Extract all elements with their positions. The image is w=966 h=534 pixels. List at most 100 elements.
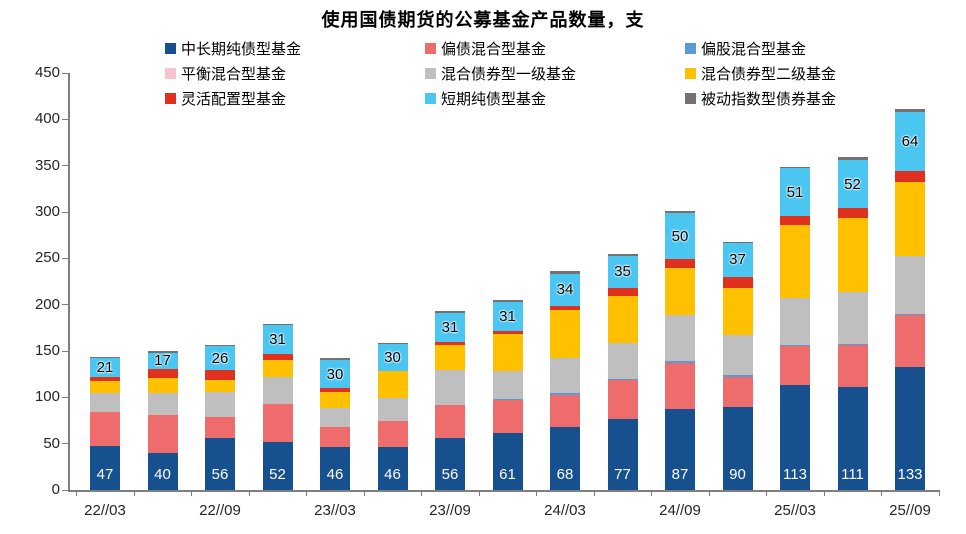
bar-segment xyxy=(492,300,523,302)
bar-segment xyxy=(90,376,120,381)
x-axis-label: 22//03 xyxy=(84,502,126,519)
bar-segment xyxy=(550,394,580,427)
bar-value-label-top: 50 xyxy=(671,227,689,245)
bar-segment xyxy=(722,276,753,288)
legend-item: 中长期纯债型基金 xyxy=(165,38,301,58)
bar-segment xyxy=(722,406,753,490)
x-axis-tick xyxy=(363,491,365,496)
bar-value-label-top: 21 xyxy=(96,358,114,376)
bar-segment xyxy=(607,287,638,297)
bar-segment xyxy=(665,267,695,315)
bar-segment xyxy=(205,379,235,392)
bar-segment xyxy=(435,311,465,313)
bar-segment xyxy=(205,344,235,347)
bar-segment xyxy=(895,255,925,314)
bar-segment xyxy=(895,109,925,112)
bar-segment xyxy=(895,313,925,315)
bar-segment xyxy=(665,259,695,268)
bar-segment xyxy=(377,421,408,448)
bar-segment xyxy=(492,330,523,335)
bar-segment xyxy=(320,358,350,361)
bar-value-label-top: 17 xyxy=(154,352,171,370)
bar-segment xyxy=(780,298,810,345)
legend-label: 短期纯债型基金 xyxy=(441,90,547,108)
bar-segment xyxy=(722,375,753,377)
bar-value-label-bottom: 61 xyxy=(499,466,516,483)
y-axis-label: 350 xyxy=(34,156,60,174)
bar-segment xyxy=(205,416,235,439)
bar-segment xyxy=(780,168,810,216)
bar-segment xyxy=(550,271,580,275)
bar-value-label-bottom: 77 xyxy=(614,466,631,483)
bar-value-label-bottom: 87 xyxy=(671,466,689,483)
y-axis-line xyxy=(68,73,70,490)
y-axis-tick xyxy=(62,396,68,398)
legend-label: 混合债券型二级基金 xyxy=(701,65,837,83)
legend-swatch xyxy=(165,92,176,104)
bar-segment xyxy=(90,356,120,358)
bar-segment xyxy=(665,363,695,410)
bar-segment xyxy=(837,217,868,292)
legend-item: 短期纯债型基金 xyxy=(425,88,546,108)
bar-segment xyxy=(205,438,235,490)
bar-segment xyxy=(837,208,868,218)
x-axis-tick xyxy=(593,491,595,496)
bar-segment xyxy=(895,171,925,183)
bar-segment xyxy=(550,305,580,311)
bar-segment xyxy=(607,253,638,256)
bar-segment xyxy=(377,398,408,422)
bar-segment xyxy=(492,399,523,401)
y-axis-tick xyxy=(62,257,68,259)
bar-segment xyxy=(837,343,868,346)
bar-segment xyxy=(147,392,178,415)
bar-segment xyxy=(665,314,695,362)
bar-segment xyxy=(550,274,580,306)
bar-segment xyxy=(607,379,638,419)
legend-item: 平衡混合型基金 xyxy=(165,63,286,83)
bar-segment xyxy=(492,334,523,372)
bar-segment xyxy=(665,361,695,364)
bar-segment xyxy=(492,433,523,490)
bar-value-label-top: 35 xyxy=(614,263,631,281)
legend-swatch xyxy=(165,42,176,54)
y-axis-label: 300 xyxy=(34,203,60,220)
x-axis-label: 22//09 xyxy=(199,502,241,519)
bar-segment xyxy=(665,409,695,490)
x-axis-tick xyxy=(76,491,78,496)
y-axis-tick xyxy=(62,165,68,167)
x-axis-label: 24//03 xyxy=(544,502,586,519)
bar-segment xyxy=(550,426,580,490)
bar-value-label-bottom: 46 xyxy=(326,466,344,483)
legend-item: 偏股混合型基金 xyxy=(685,38,806,58)
bar-segment xyxy=(147,352,178,369)
y-axis-label: 0 xyxy=(51,481,60,498)
bar-segment xyxy=(780,215,810,225)
x-axis-tick xyxy=(478,491,480,496)
bar-segment xyxy=(435,438,465,490)
x-axis-tick xyxy=(191,491,193,496)
bar-segment xyxy=(377,342,408,344)
bar-segment xyxy=(780,166,810,169)
bar-segment xyxy=(320,407,350,427)
bar-segment xyxy=(780,344,810,347)
bar-segment xyxy=(607,255,638,288)
legend-label: 被动指数型债券基金 xyxy=(701,90,837,108)
bar-value-label-bottom: 113 xyxy=(783,466,807,483)
legend-label: 偏债混合型基金 xyxy=(441,40,547,58)
legend-label: 混合债券型一级基金 xyxy=(441,65,577,83)
bar-segment xyxy=(262,403,293,442)
bar-segment xyxy=(607,418,638,490)
bar-segment xyxy=(665,212,695,260)
x-axis-tick xyxy=(248,491,250,496)
bar-segment xyxy=(377,343,408,372)
bar-segment xyxy=(147,368,178,378)
bar-segment xyxy=(780,346,810,386)
bar-segment xyxy=(435,345,465,371)
bar-value-label-top: 52 xyxy=(844,175,861,193)
bar-segment xyxy=(262,376,293,404)
bar-segment xyxy=(837,387,868,490)
y-axis-tick xyxy=(62,304,68,306)
x-axis-tick xyxy=(708,491,710,496)
bar-segment xyxy=(435,313,465,342)
bar-segment xyxy=(262,324,293,326)
